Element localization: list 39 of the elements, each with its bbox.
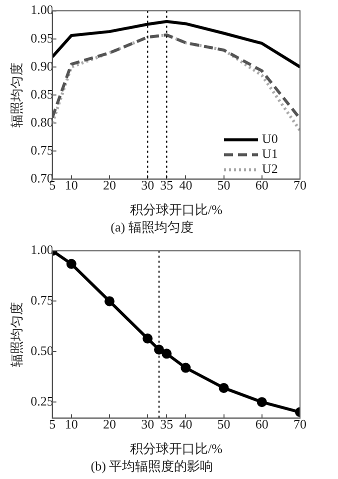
- x-tick-label: 60: [255, 177, 268, 192]
- x-tick-label: 20: [103, 416, 116, 432]
- x-tick-label: 20: [103, 177, 116, 192]
- x-tick-label: 70: [294, 416, 306, 432]
- point: [142, 334, 153, 344]
- x-tick-label: 30: [141, 416, 154, 432]
- x-tick-label: 35: [160, 416, 174, 432]
- y-axis-title: 辐照均匀度: [9, 62, 24, 128]
- legend-label: U1: [262, 146, 278, 162]
- y-axis-title: 辐照均匀度: [9, 302, 24, 367]
- legend-label: U2: [262, 161, 278, 176]
- x-tick-label: 10: [64, 416, 78, 432]
- x-axis-title: 积分球开口比/%: [130, 202, 223, 218]
- x-tick-label: 30: [141, 177, 154, 192]
- point: [162, 348, 172, 359]
- text: (a) 辐照均匀度: [110, 220, 194, 235]
- x-tick-label: 35: [160, 177, 174, 192]
- point: [66, 258, 76, 269]
- point: [154, 344, 164, 355]
- x-axis-title: 积分球开口比/%: [130, 441, 223, 456]
- x-tick-label: 50: [217, 177, 230, 192]
- x-tick-label: 5: [49, 416, 56, 432]
- y-tick-label: 0.85: [30, 86, 54, 102]
- legend-label: U0: [262, 131, 278, 146]
- x-tick-label: 50: [217, 416, 230, 432]
- text: (b) 平均辐照度的影响: [90, 458, 214, 474]
- x-tick-label: 40: [179, 416, 192, 432]
- x-tick-label: 60: [255, 416, 268, 432]
- y-tick-label: 0.95: [30, 30, 54, 46]
- point: [256, 397, 267, 408]
- point: [104, 296, 114, 306]
- x-tick-label: 10: [64, 177, 78, 192]
- point: [218, 382, 229, 393]
- x-tick-label: 40: [179, 177, 192, 192]
- point: [180, 362, 191, 373]
- y-tick-label: 0.75: [30, 142, 54, 158]
- y-tick-label: 0.75: [30, 292, 54, 308]
- y-tick-label: 0.25: [30, 393, 54, 408]
- x-tick-label: 70: [294, 177, 306, 192]
